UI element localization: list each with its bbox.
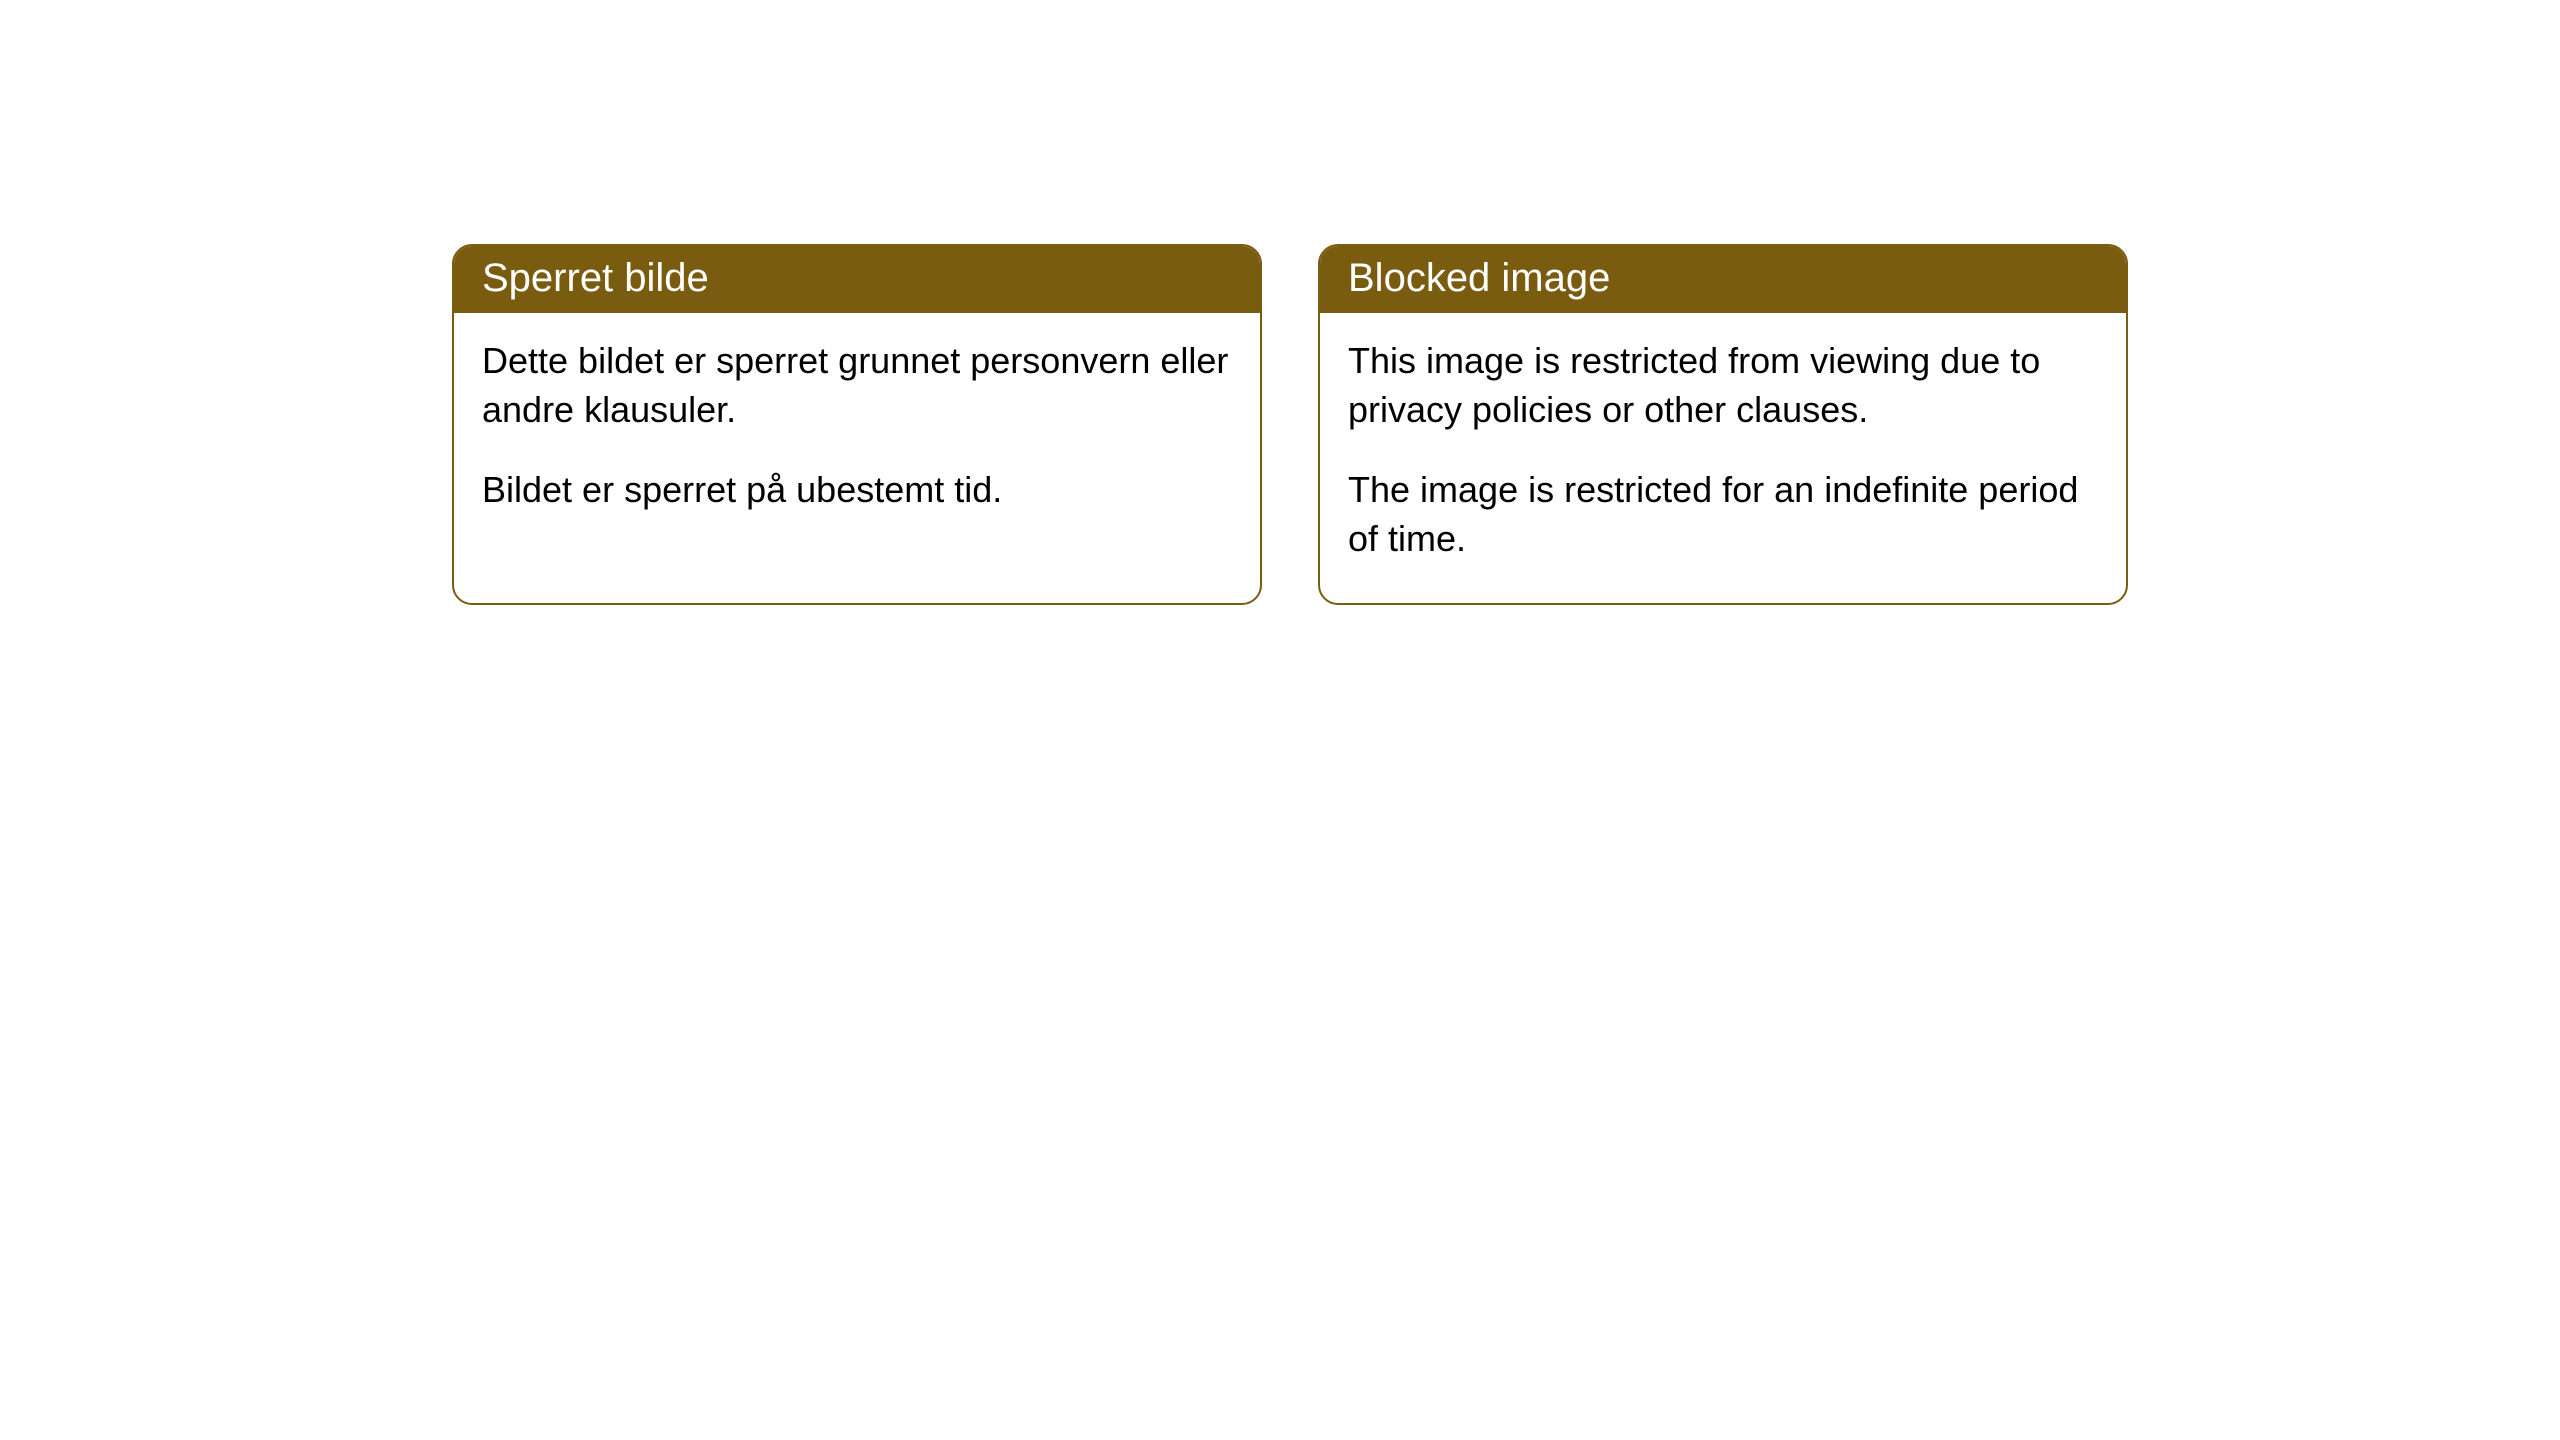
card-header: Blocked image: [1320, 246, 2126, 313]
card-body: This image is restricted from viewing du…: [1320, 313, 2126, 603]
card-paragraph-2: The image is restricted for an indefinit…: [1348, 466, 2098, 563]
card-body: Dette bildet er sperret grunnet personve…: [454, 313, 1260, 555]
notice-container: Sperret bilde Dette bildet er sperret gr…: [452, 244, 2128, 605]
notice-card-english: Blocked image This image is restricted f…: [1318, 244, 2128, 605]
card-title: Blocked image: [1348, 256, 1610, 300]
card-paragraph-1: Dette bildet er sperret grunnet personve…: [482, 337, 1232, 434]
notice-card-norwegian: Sperret bilde Dette bildet er sperret gr…: [452, 244, 1262, 605]
card-paragraph-2: Bildet er sperret på ubestemt tid.: [482, 466, 1232, 515]
card-paragraph-1: This image is restricted from viewing du…: [1348, 337, 2098, 434]
card-title: Sperret bilde: [482, 256, 709, 300]
card-header: Sperret bilde: [454, 246, 1260, 313]
